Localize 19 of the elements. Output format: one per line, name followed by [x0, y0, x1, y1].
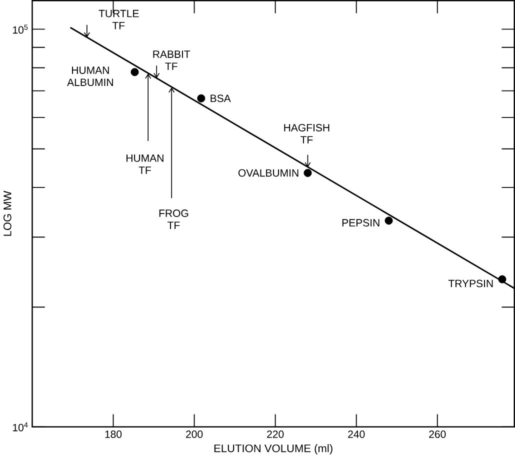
x-tick-label: 180 — [105, 430, 122, 438]
annotation: OVALBUMIN — [238, 169, 298, 177]
annotation: PEPSIN — [342, 219, 380, 227]
annotation: TRYPSIN — [448, 280, 493, 288]
annotation: HUMAN ALBUMIN — [67, 66, 113, 86]
annotation: HAGFISH TF — [284, 124, 330, 144]
x-tick-label: 200 — [186, 430, 203, 438]
x-tick-label: 240 — [348, 430, 365, 438]
annotation: RABBIT TF — [153, 50, 190, 70]
x-tick-label: 260 — [429, 430, 446, 438]
annotation: FROG TF — [159, 210, 188, 229]
annotation: BSA — [210, 94, 231, 102]
annotation: HUMAN TF — [126, 154, 164, 174]
y-axis-title: LOG MW — [4, 190, 12, 236]
annotation: TURTLE TF — [98, 10, 139, 30]
x-tick-label: 220 — [267, 430, 284, 438]
y-tick-label: 10$^{4}$ — [13, 422, 28, 432]
y-tick-label: 10$^{5}$ — [13, 24, 28, 34]
x-axis-title: ELUTION VOLUME (ml) — [214, 444, 332, 454]
